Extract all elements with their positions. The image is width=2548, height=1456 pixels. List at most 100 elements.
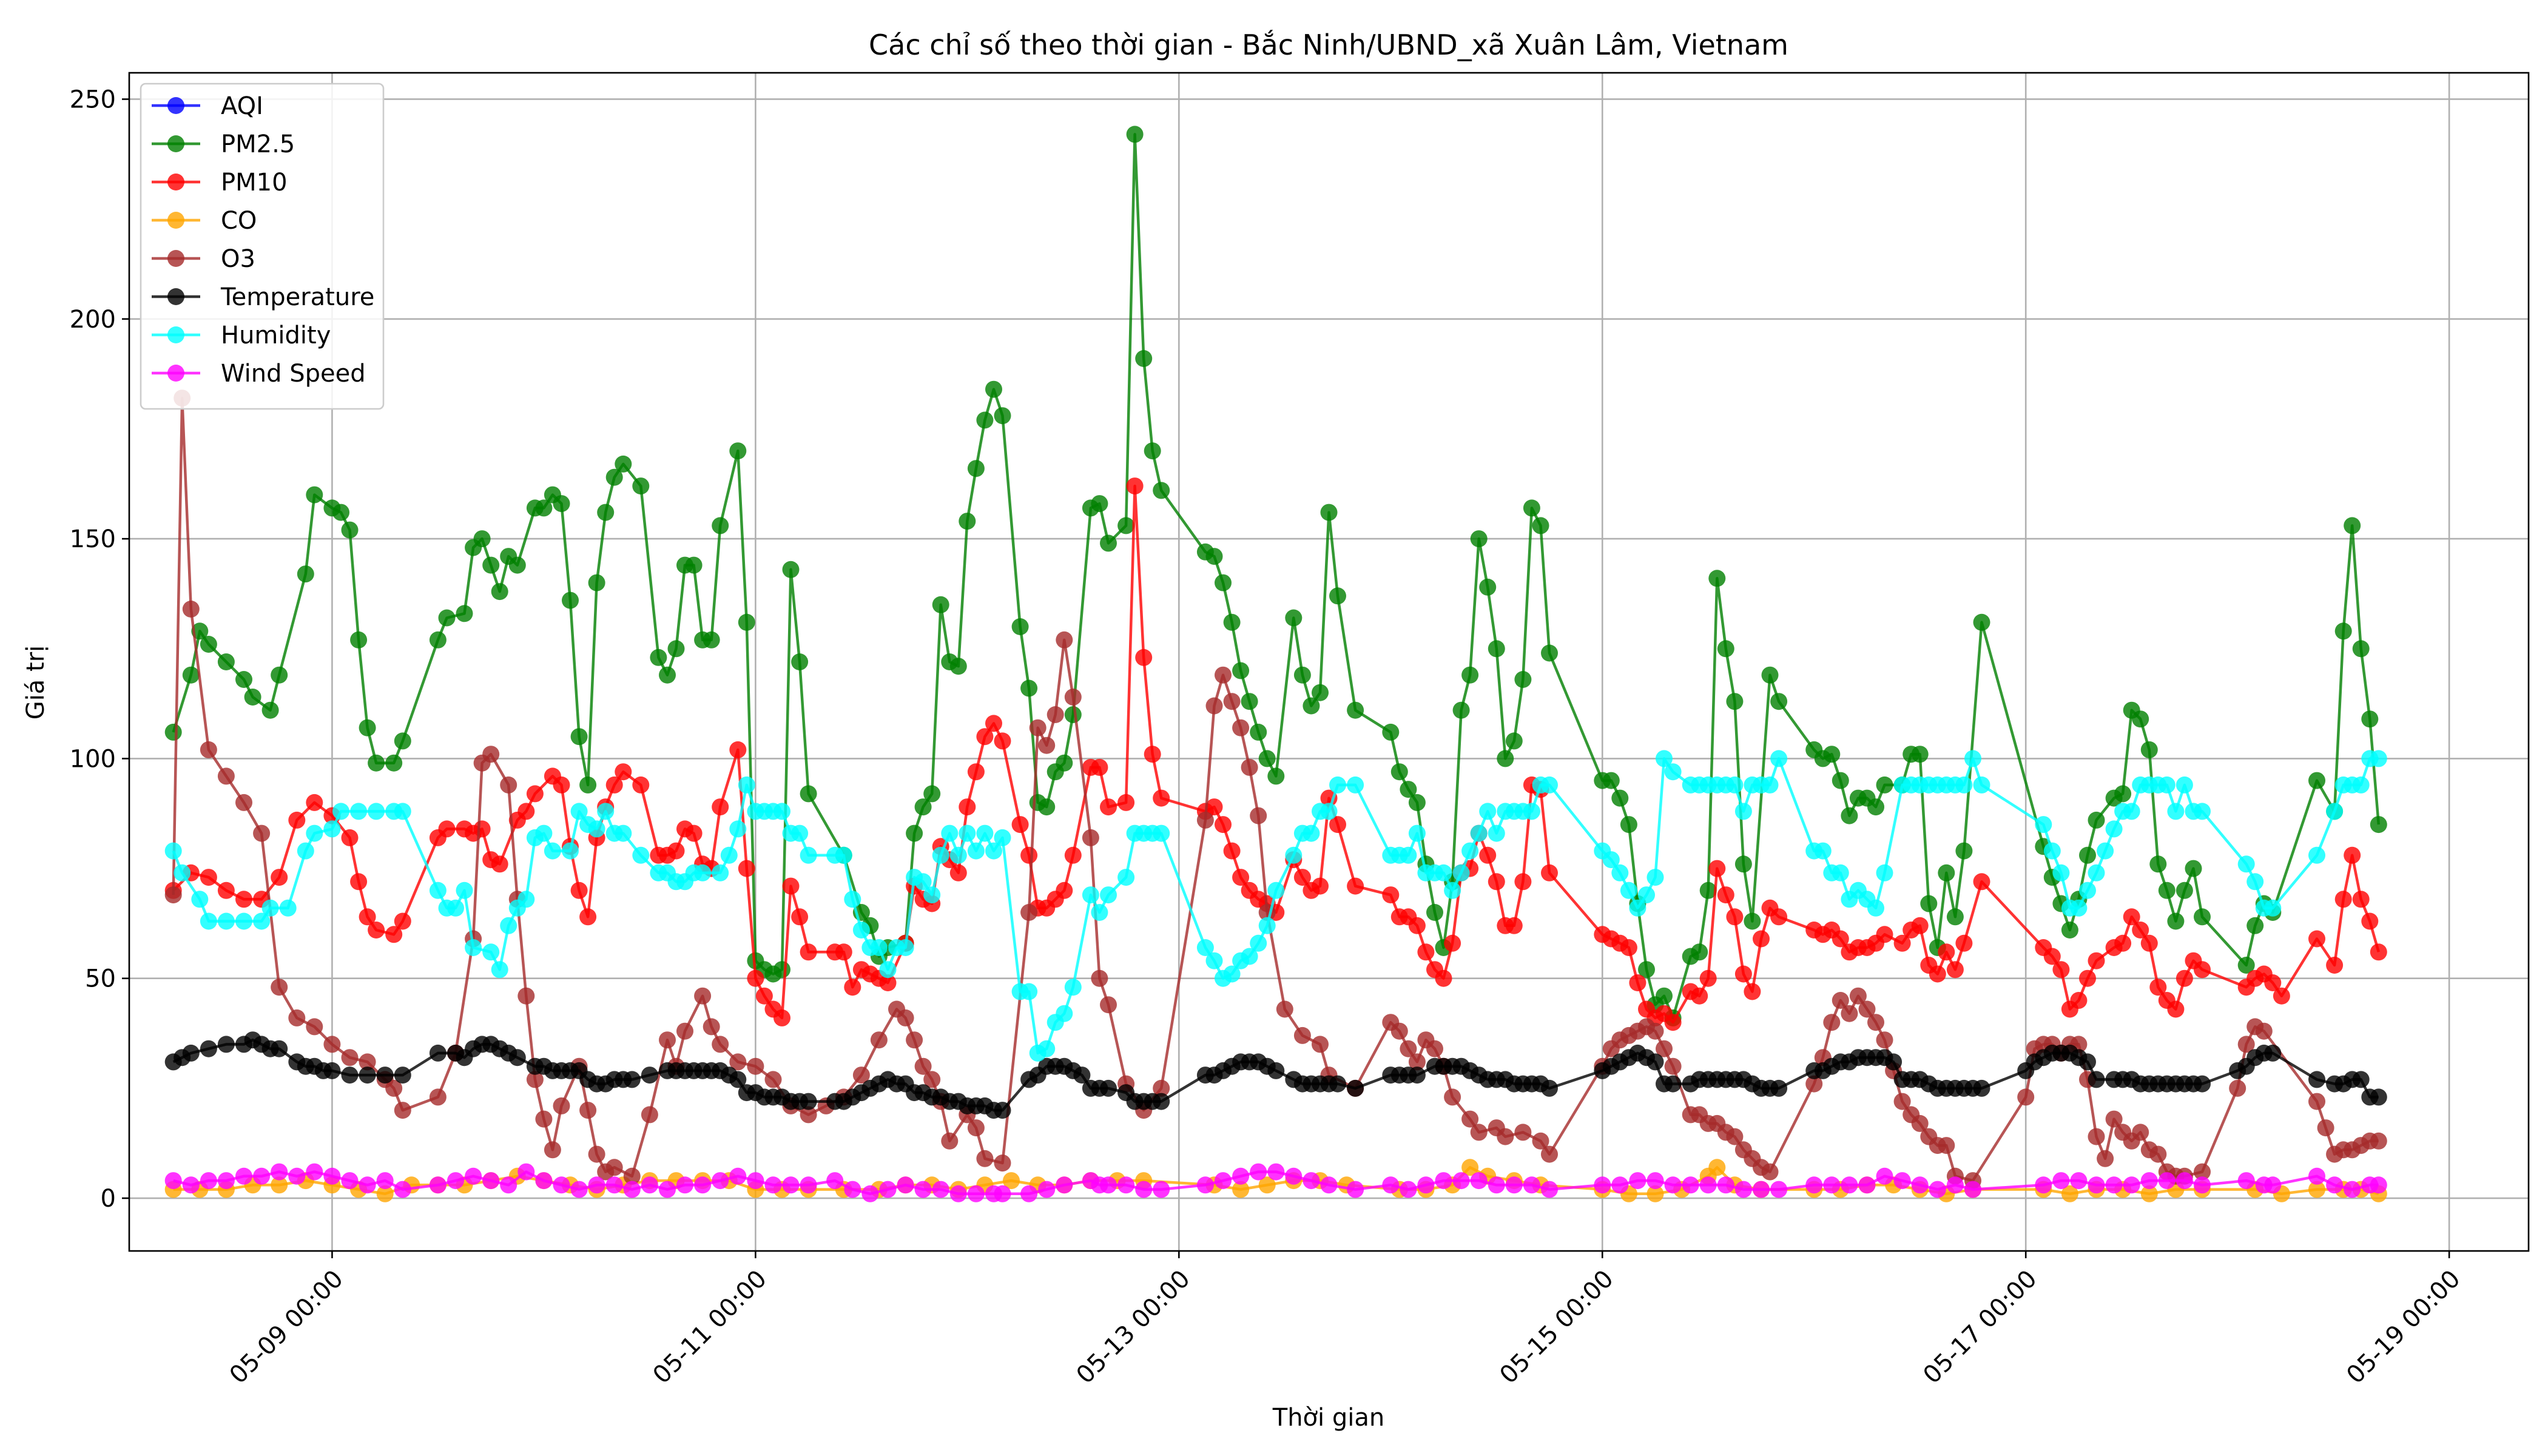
data-point-o3 xyxy=(694,987,712,1005)
data-point-wind-speed xyxy=(782,1176,800,1194)
data-point-o3 xyxy=(941,1132,959,1150)
data-point-pm2-5 xyxy=(1400,781,1417,798)
data-point-o3 xyxy=(500,776,517,794)
data-point-humidity xyxy=(1100,886,1117,904)
data-point-pm10 xyxy=(1717,886,1734,904)
data-point-o3 xyxy=(553,1097,570,1114)
data-point-o3 xyxy=(1841,1005,1858,1022)
data-point-pm10 xyxy=(526,785,544,803)
data-point-temperature xyxy=(359,1067,376,1084)
data-point-pm2-5 xyxy=(1734,855,1752,873)
data-point-pm2-5 xyxy=(959,513,976,530)
data-point-humidity xyxy=(1205,952,1223,969)
data-point-humidity xyxy=(368,803,385,820)
data-point-pm2-5 xyxy=(1823,746,1841,763)
data-point-humidity xyxy=(967,842,985,860)
data-point-pm2-5 xyxy=(1470,530,1488,548)
data-point-co xyxy=(1646,1185,1664,1202)
data-point-pm2-5 xyxy=(1329,587,1346,605)
data-point-o3 xyxy=(306,1018,323,1036)
chart-title: Các chỉ số theo thời gian - Bắc Ninh/UBN… xyxy=(869,29,1788,61)
data-point-pm10 xyxy=(2361,912,2379,930)
data-point-o3 xyxy=(1223,693,1241,710)
data-point-o3 xyxy=(271,979,288,996)
data-point-pm10 xyxy=(2308,930,2325,948)
data-point-wind-speed xyxy=(1805,1176,1823,1194)
data-point-pm2-5 xyxy=(1258,750,1276,767)
data-point-wind-speed xyxy=(1646,1172,1664,1190)
data-point-temperature xyxy=(2088,1071,2105,1088)
data-point-humidity xyxy=(1347,776,1364,794)
data-point-pm2-5 xyxy=(1514,671,1532,688)
data-point-pm10 xyxy=(394,912,411,930)
data-point-humidity xyxy=(1038,1040,1056,1057)
data-point-pm10 xyxy=(1938,943,1955,961)
data-point-co xyxy=(1003,1172,1020,1190)
data-point-wind-speed xyxy=(1823,1176,1841,1194)
data-point-wind-speed xyxy=(182,1176,200,1194)
data-point-pm10 xyxy=(615,763,632,781)
data-point-o3 xyxy=(1020,904,1038,921)
data-point-wind-speed xyxy=(1135,1181,1153,1198)
data-point-pm10 xyxy=(1753,930,1770,948)
data-point-o3 xyxy=(747,1057,764,1075)
data-point-wind-speed xyxy=(465,1167,482,1185)
data-point-pm2-5 xyxy=(182,666,200,684)
data-point-pm10 xyxy=(1435,969,1452,987)
data-point-o3 xyxy=(1232,719,1250,736)
data-point-pm2-5 xyxy=(712,517,729,534)
data-point-humidity xyxy=(941,824,959,842)
data-point-wind-speed xyxy=(623,1181,641,1198)
data-point-humidity xyxy=(1250,934,1267,952)
data-point-pm2-5 xyxy=(1876,776,1893,794)
data-point-wind-speed xyxy=(235,1167,252,1185)
data-point-pm10 xyxy=(747,969,764,987)
data-point-co xyxy=(1258,1176,1276,1194)
data-point-temperature xyxy=(1329,1075,1346,1093)
data-point-humidity xyxy=(1091,904,1108,921)
data-point-pm10 xyxy=(1064,846,1082,864)
legend-swatch-marker-pm10 xyxy=(167,174,184,190)
data-point-o3 xyxy=(385,1079,403,1097)
data-point-o3 xyxy=(1497,1128,1514,1145)
data-point-humidity xyxy=(1488,824,1505,842)
data-point-temperature xyxy=(217,1036,235,1053)
data-point-wind-speed xyxy=(764,1176,782,1194)
data-point-temperature xyxy=(1646,1053,1664,1071)
data-point-o3 xyxy=(1293,1026,1311,1044)
data-point-pm2-5 xyxy=(1497,750,1514,767)
data-point-pm2-5 xyxy=(2167,912,2185,930)
data-point-humidity xyxy=(429,881,447,899)
data-point-pm10 xyxy=(1770,908,1788,926)
data-point-pm10 xyxy=(2052,961,2070,979)
data-point-humidity xyxy=(1867,899,1884,917)
data-point-pm10 xyxy=(2370,943,2387,961)
data-point-humidity xyxy=(2370,750,2387,767)
data-point-pm10 xyxy=(1417,943,1435,961)
data-point-wind-speed xyxy=(570,1181,588,1198)
data-point-humidity xyxy=(835,846,852,864)
data-point-wind-speed xyxy=(932,1181,949,1198)
data-point-pm2-5 xyxy=(235,671,252,688)
data-point-humidity xyxy=(738,776,755,794)
data-point-pm10 xyxy=(2043,948,2061,965)
data-point-wind-speed xyxy=(271,1163,288,1181)
data-point-wind-speed xyxy=(1594,1176,1611,1194)
data-point-pm2-5 xyxy=(1426,904,1443,921)
data-point-humidity xyxy=(482,943,500,961)
data-point-pm2-5 xyxy=(1038,798,1056,816)
data-point-wind-speed xyxy=(253,1167,271,1185)
data-point-wind-speed xyxy=(1911,1176,1929,1194)
data-point-pm2-5 xyxy=(2334,622,2352,640)
data-point-pm2-5 xyxy=(394,732,411,750)
data-point-o3 xyxy=(676,1022,693,1040)
data-point-pm2-5 xyxy=(1390,763,1408,781)
data-point-pm10 xyxy=(835,943,852,961)
data-point-pm10 xyxy=(844,979,861,996)
data-point-o3 xyxy=(2308,1093,2325,1110)
data-point-pm10 xyxy=(879,974,897,991)
data-point-humidity xyxy=(1082,886,1099,904)
data-point-humidity xyxy=(2194,803,2211,820)
